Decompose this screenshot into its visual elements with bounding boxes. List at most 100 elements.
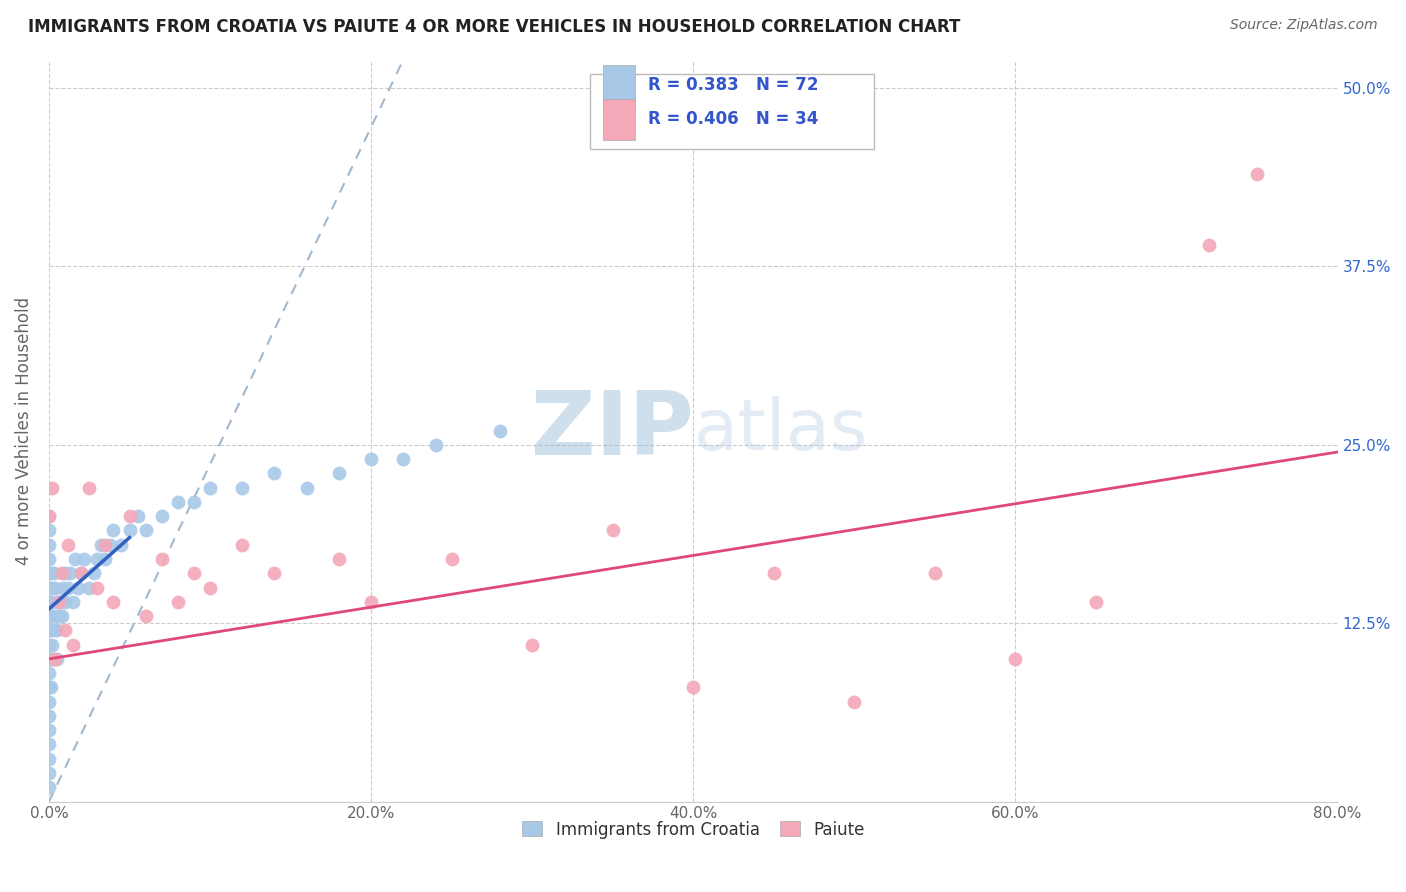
Point [38,509,60,524]
FancyBboxPatch shape [603,99,636,140]
Point [392,452,415,467]
Point [48,595,70,609]
Point [127,509,149,524]
Point [62,638,84,652]
Point [77,581,100,595]
Point [63,552,86,566]
Point [440,552,463,566]
Point [103,595,125,609]
Point [38,524,60,538]
Point [38,581,60,595]
Text: R = 0.406   N = 34: R = 0.406 N = 34 [648,111,818,128]
Point [425,438,447,452]
Point [89,538,111,552]
Legend: Immigrants from Croatia, Paiute: Immigrants from Croatia, Paiute [516,814,870,846]
Point [38,652,60,666]
Point [94,538,117,552]
Point [46,624,69,638]
Point [602,524,624,538]
Point [48,609,70,624]
Point [58,581,80,595]
Point [360,595,382,609]
Point [682,681,704,695]
Point [53,595,76,609]
Point [38,766,60,780]
Point [59,566,82,581]
Point [135,609,157,624]
Text: Source: ZipAtlas.com: Source: ZipAtlas.com [1230,18,1378,32]
Point [183,566,205,581]
Point [38,509,60,524]
Point [49,595,72,609]
Point [38,695,60,709]
Point [38,609,60,624]
Text: ZIP: ZIP [530,387,693,474]
Point [70,566,93,581]
Point [94,552,117,566]
Point [522,638,544,652]
Point [1004,652,1026,666]
Point [53,624,76,638]
Point [166,595,188,609]
Point [38,709,60,723]
Point [62,595,84,609]
Point [38,780,60,795]
Point [198,581,221,595]
Point [39,681,62,695]
Point [41,609,63,624]
Point [263,467,285,481]
Point [38,666,60,681]
Point [73,552,96,566]
Point [83,566,105,581]
Point [328,467,350,481]
Point [38,566,60,581]
Point [44,581,66,595]
Point [295,481,318,495]
Point [103,524,125,538]
Point [263,566,285,581]
Point [1246,167,1268,181]
Point [42,652,65,666]
Point [58,538,80,552]
Point [44,624,66,638]
Point [52,581,75,595]
Point [46,595,69,609]
Point [44,652,66,666]
Point [38,624,60,638]
Point [135,524,157,538]
Point [1085,595,1108,609]
Point [98,538,121,552]
Point [38,681,60,695]
Point [924,566,946,581]
Point [110,538,132,552]
Point [66,581,89,595]
Point [38,752,60,766]
Point [51,566,73,581]
Text: atlas: atlas [693,396,868,465]
Text: R = 0.383   N = 72: R = 0.383 N = 72 [648,76,818,95]
Point [1198,238,1220,252]
Point [41,581,63,595]
Point [38,595,60,609]
Point [41,481,63,495]
Point [41,638,63,652]
Text: IMMIGRANTS FROM CROATIA VS PAIUTE 4 OR MORE VEHICLES IN HOUSEHOLD CORRELATION CH: IMMIGRANTS FROM CROATIA VS PAIUTE 4 OR M… [28,18,960,36]
FancyBboxPatch shape [603,65,636,105]
Point [118,524,141,538]
Point [86,581,108,595]
Point [762,566,785,581]
Point [231,481,253,495]
Point [51,609,73,624]
Point [86,552,108,566]
Point [360,452,382,467]
Point [53,566,76,581]
Point [39,624,62,638]
Y-axis label: 4 or more Vehicles in Household: 4 or more Vehicles in Household [15,296,32,565]
Point [328,552,350,566]
Point [183,495,205,509]
Point [38,538,60,552]
Point [39,566,62,581]
Point [489,424,512,438]
Point [77,481,100,495]
Point [38,738,60,752]
